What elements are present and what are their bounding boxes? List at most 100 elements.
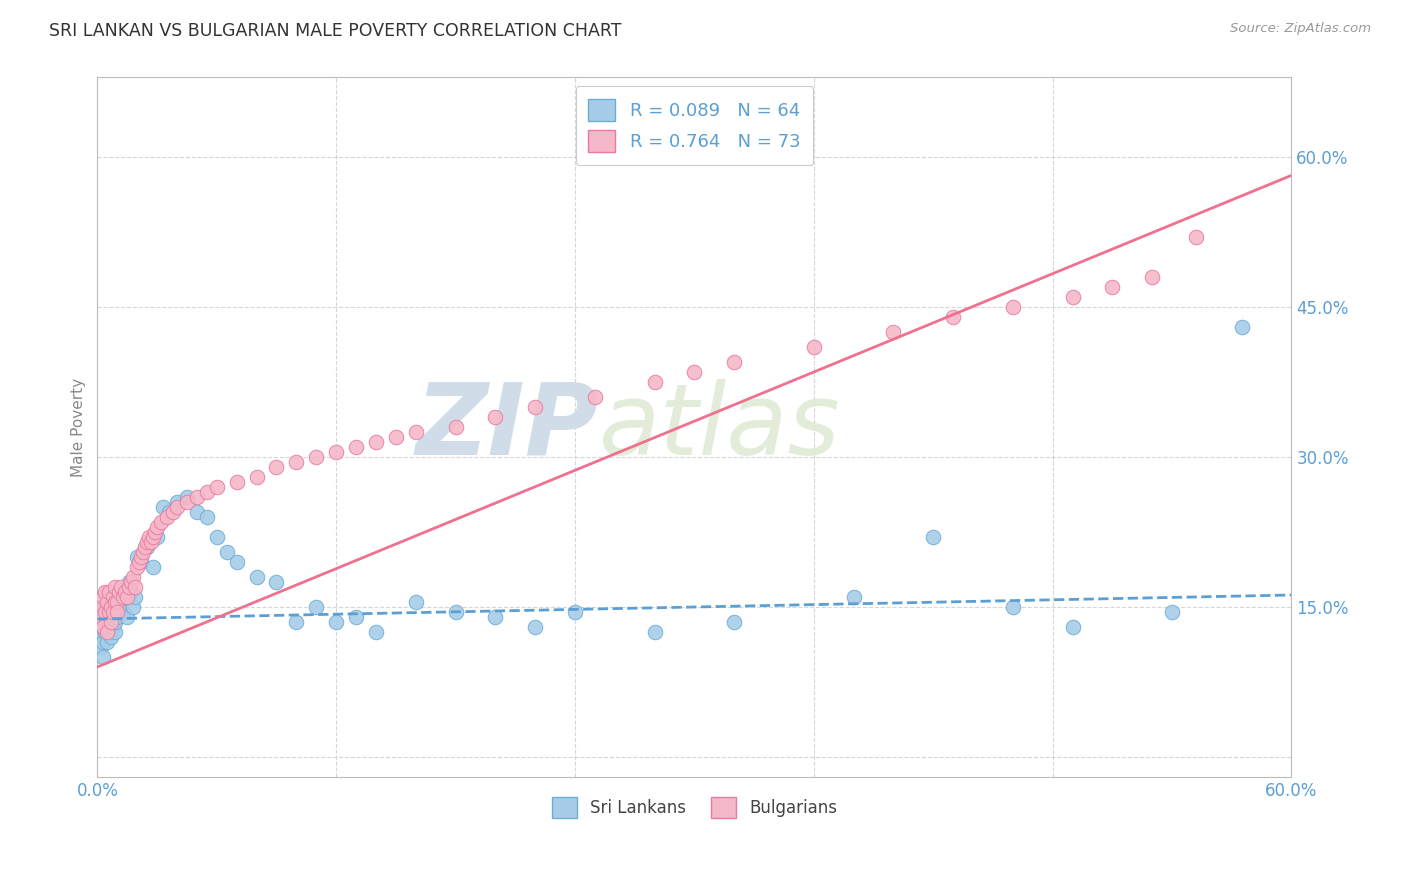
Point <box>1062 290 1084 304</box>
Point <box>105 595 128 609</box>
Point <box>129 555 152 569</box>
Point <box>91 590 114 604</box>
Point <box>364 435 387 450</box>
Point <box>644 375 666 389</box>
Point <box>564 605 586 619</box>
Point <box>152 500 174 514</box>
Point <box>842 590 865 604</box>
Point <box>225 555 247 569</box>
Point <box>344 610 367 624</box>
Point <box>94 610 117 624</box>
Point <box>344 440 367 454</box>
Point <box>91 650 114 665</box>
Point <box>115 590 138 604</box>
Point <box>139 535 162 549</box>
Point <box>94 585 117 599</box>
Point <box>385 430 408 444</box>
Point <box>1001 599 1024 614</box>
Point <box>1161 605 1184 619</box>
Point <box>118 574 141 589</box>
Text: ZIP: ZIP <box>416 378 599 475</box>
Point <box>100 599 122 614</box>
Point <box>723 615 745 629</box>
Point <box>142 530 165 544</box>
Point <box>100 599 122 614</box>
Point <box>644 625 666 640</box>
Point <box>245 570 267 584</box>
Point <box>266 460 288 475</box>
Point <box>104 580 127 594</box>
Point <box>112 605 135 619</box>
Point <box>285 455 308 469</box>
Point <box>285 615 308 629</box>
Point <box>105 610 128 624</box>
Point <box>89 615 111 629</box>
Point <box>1101 280 1123 294</box>
Point <box>96 635 118 649</box>
Point <box>942 310 965 325</box>
Point <box>803 340 825 354</box>
Point <box>195 485 218 500</box>
Legend: Sri Lankans, Bulgarians: Sri Lankans, Bulgarians <box>546 791 844 824</box>
Point <box>114 585 136 599</box>
Point <box>90 605 112 619</box>
Point <box>146 530 169 544</box>
Point <box>124 580 146 594</box>
Point <box>1185 230 1208 244</box>
Text: SRI LANKAN VS BULGARIAN MALE POVERTY CORRELATION CHART: SRI LANKAN VS BULGARIAN MALE POVERTY COR… <box>49 22 621 40</box>
Point <box>922 530 945 544</box>
Point <box>444 420 467 434</box>
Point <box>114 590 136 604</box>
Point <box>108 585 131 599</box>
Point <box>89 615 111 629</box>
Point <box>90 640 112 654</box>
Point <box>583 390 606 404</box>
Text: atlas: atlas <box>599 378 841 475</box>
Point <box>127 549 149 564</box>
Point <box>176 495 198 509</box>
Point <box>723 355 745 369</box>
Point <box>115 610 138 624</box>
Point <box>143 524 166 539</box>
Point <box>112 590 135 604</box>
Point <box>186 505 208 519</box>
Point <box>484 410 506 425</box>
Point <box>132 545 155 559</box>
Point <box>245 470 267 484</box>
Point <box>98 585 121 599</box>
Point <box>162 505 184 519</box>
Y-axis label: Male Poverty: Male Poverty <box>72 377 86 476</box>
Point <box>91 635 114 649</box>
Point <box>150 515 173 529</box>
Point <box>128 555 150 569</box>
Point <box>105 605 128 619</box>
Point <box>136 540 159 554</box>
Point <box>305 599 328 614</box>
Point <box>96 610 118 624</box>
Point <box>1001 300 1024 314</box>
Point <box>325 445 347 459</box>
Point <box>103 605 125 619</box>
Point <box>325 615 347 629</box>
Point <box>90 610 112 624</box>
Point <box>364 625 387 640</box>
Point <box>94 625 117 640</box>
Point <box>104 625 127 640</box>
Point <box>225 475 247 489</box>
Point <box>136 535 159 549</box>
Point <box>124 590 146 604</box>
Point <box>108 599 131 614</box>
Point <box>305 450 328 464</box>
Point <box>205 530 228 544</box>
Point <box>89 605 111 619</box>
Point <box>1140 270 1163 285</box>
Point <box>91 620 114 634</box>
Point <box>120 574 142 589</box>
Point <box>103 605 125 619</box>
Point <box>524 620 547 634</box>
Point <box>405 425 427 439</box>
Point <box>186 490 208 504</box>
Point <box>91 620 114 634</box>
Point <box>134 540 156 554</box>
Point <box>96 620 118 634</box>
